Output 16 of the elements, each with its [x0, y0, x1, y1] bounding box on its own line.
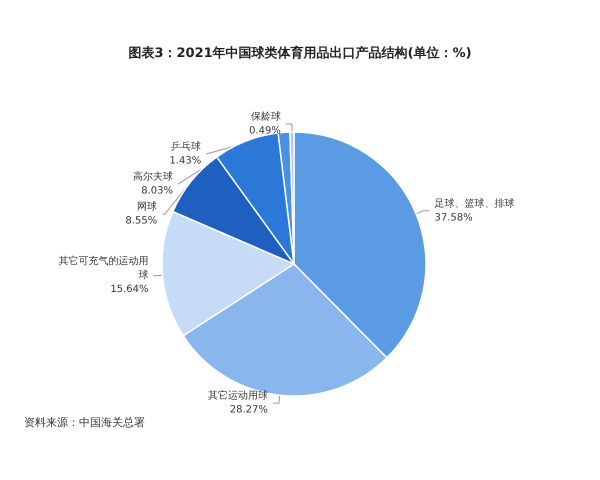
data-label: 0.49% [249, 126, 281, 137]
data-label: 28.27% [230, 404, 268, 416]
data-label: 15.64% [110, 284, 148, 296]
data-label: 1.43% [169, 156, 202, 167]
slice-label: 足球、篮球、排球 [434, 197, 514, 210]
data-label: 8.03% [141, 186, 174, 197]
slice-label: 其它运动用球 [208, 390, 268, 402]
slice-label: 乒乓球 [171, 140, 202, 153]
slice-label: 其它可充气的运动用球 [58, 255, 148, 282]
slice-label: 高尔夫球 [133, 170, 174, 183]
data-label: 37.58% [434, 212, 473, 224]
chart-title: 图表3：2021年中国球类体育用品出口产品结构(单位：%) [128, 45, 472, 61]
slice-label: 网球 [137, 200, 158, 213]
slice-label: 保龄球 [250, 110, 281, 123]
text: 资料来源：中国海关总署 [24, 416, 145, 429]
data-label: 8.55% [125, 216, 158, 227]
